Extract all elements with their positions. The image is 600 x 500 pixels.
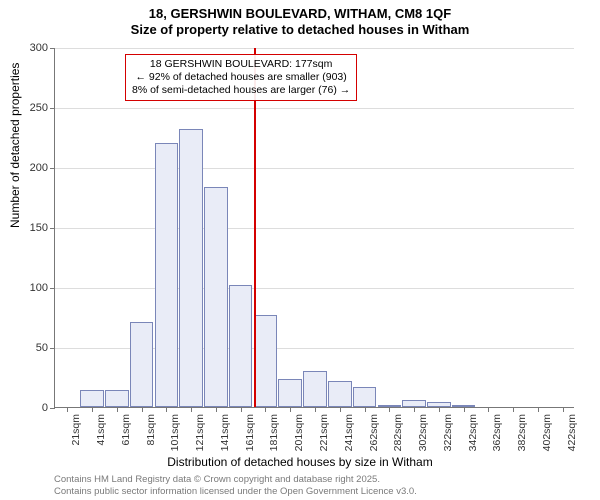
xtick-label: 61sqm (120, 414, 132, 446)
gridline (55, 108, 574, 109)
ytick-mark (50, 288, 55, 289)
xtick-label: 181sqm (268, 414, 280, 451)
xtick-mark (513, 407, 514, 412)
title-line2: Size of property relative to detached ho… (0, 22, 600, 38)
xtick-label: 282sqm (392, 414, 404, 451)
annotation-line2: ← 92% of detached houses are smaller (90… (132, 71, 350, 84)
histogram-bar (353, 387, 377, 407)
xtick-label: 141sqm (219, 414, 231, 451)
histogram-bar (155, 143, 179, 407)
gridline (55, 168, 574, 169)
xtick-mark (67, 407, 68, 412)
histogram-bar (130, 322, 154, 407)
histogram-bar (303, 371, 327, 407)
xtick-label: 262sqm (368, 414, 380, 451)
xtick-label: 342sqm (467, 414, 479, 451)
xtick-mark (117, 407, 118, 412)
reference-line (254, 48, 256, 407)
xtick-mark (265, 407, 266, 412)
xtick-label: 422sqm (566, 414, 578, 451)
histogram-bar (80, 390, 104, 407)
histogram-bar (179, 129, 203, 407)
ytick-label: 300 (18, 42, 48, 54)
xtick-mark (464, 407, 465, 412)
histogram-bar (402, 400, 426, 407)
ytick-mark (50, 108, 55, 109)
xtick-label: 21sqm (70, 414, 82, 446)
ytick-label: 250 (18, 102, 48, 114)
chart-title-block: 18, GERSHWIN BOULEVARD, WITHAM, CM8 1QF … (0, 0, 600, 39)
xtick-mark (191, 407, 192, 412)
xtick-mark (92, 407, 93, 412)
annotation-line3: 8% of semi-detached houses are larger (7… (132, 84, 350, 97)
gridline (55, 48, 574, 49)
xtick-mark (315, 407, 316, 412)
ytick-mark (50, 408, 55, 409)
ytick-mark (50, 348, 55, 349)
ytick-mark (50, 228, 55, 229)
xtick-mark (216, 407, 217, 412)
histogram-bar (105, 390, 129, 407)
xtick-label: 382sqm (516, 414, 528, 451)
annotation-line1: 18 GERSHWIN BOULEVARD: 177sqm (132, 58, 350, 71)
ytick-label: 150 (18, 222, 48, 234)
xtick-mark (340, 407, 341, 412)
histogram-bar (204, 187, 228, 407)
xtick-label: 101sqm (169, 414, 181, 451)
ytick-label: 50 (18, 342, 48, 354)
xtick-mark (439, 407, 440, 412)
gridline (55, 288, 574, 289)
xtick-label: 221sqm (318, 414, 330, 451)
chart-area: 18 GERSHWIN BOULEVARD: 177sqm← 92% of de… (54, 48, 574, 408)
xtick-label: 302sqm (417, 414, 429, 451)
histogram-bar (229, 285, 253, 407)
xtick-label: 41sqm (95, 414, 107, 446)
y-axis-title: Number of detached properties (8, 63, 22, 228)
footer-line2: Contains public sector information licen… (54, 486, 417, 498)
xtick-mark (166, 407, 167, 412)
xtick-mark (241, 407, 242, 412)
xtick-mark (488, 407, 489, 412)
title-line1: 18, GERSHWIN BOULEVARD, WITHAM, CM8 1QF (0, 6, 600, 22)
xtick-label: 322sqm (442, 414, 454, 451)
histogram-bar (328, 381, 352, 407)
ytick-mark (50, 168, 55, 169)
xtick-mark (538, 407, 539, 412)
x-axis-title: Distribution of detached houses by size … (0, 455, 600, 469)
xtick-label: 161sqm (244, 414, 256, 451)
xtick-label: 201sqm (293, 414, 305, 451)
ytick-label: 100 (18, 282, 48, 294)
ytick-label: 0 (18, 402, 48, 414)
ytick-mark (50, 48, 55, 49)
gridline (55, 228, 574, 229)
xtick-mark (142, 407, 143, 412)
annotation-box: 18 GERSHWIN BOULEVARD: 177sqm← 92% of de… (125, 54, 357, 101)
xtick-mark (290, 407, 291, 412)
xtick-mark (365, 407, 366, 412)
xtick-mark (563, 407, 564, 412)
xtick-label: 241sqm (343, 414, 355, 451)
xtick-label: 402sqm (541, 414, 553, 451)
footer-attribution: Contains HM Land Registry data © Crown c… (54, 474, 417, 498)
histogram-bar (278, 379, 302, 407)
footer-line1: Contains HM Land Registry data © Crown c… (54, 474, 417, 486)
xtick-mark (414, 407, 415, 412)
xtick-label: 362sqm (491, 414, 503, 451)
xtick-label: 121sqm (194, 414, 206, 451)
xtick-label: 81sqm (145, 414, 157, 446)
plot-region: 18 GERSHWIN BOULEVARD: 177sqm← 92% of de… (54, 48, 574, 408)
ytick-label: 200 (18, 162, 48, 174)
histogram-bar (254, 315, 278, 407)
xtick-mark (389, 407, 390, 412)
